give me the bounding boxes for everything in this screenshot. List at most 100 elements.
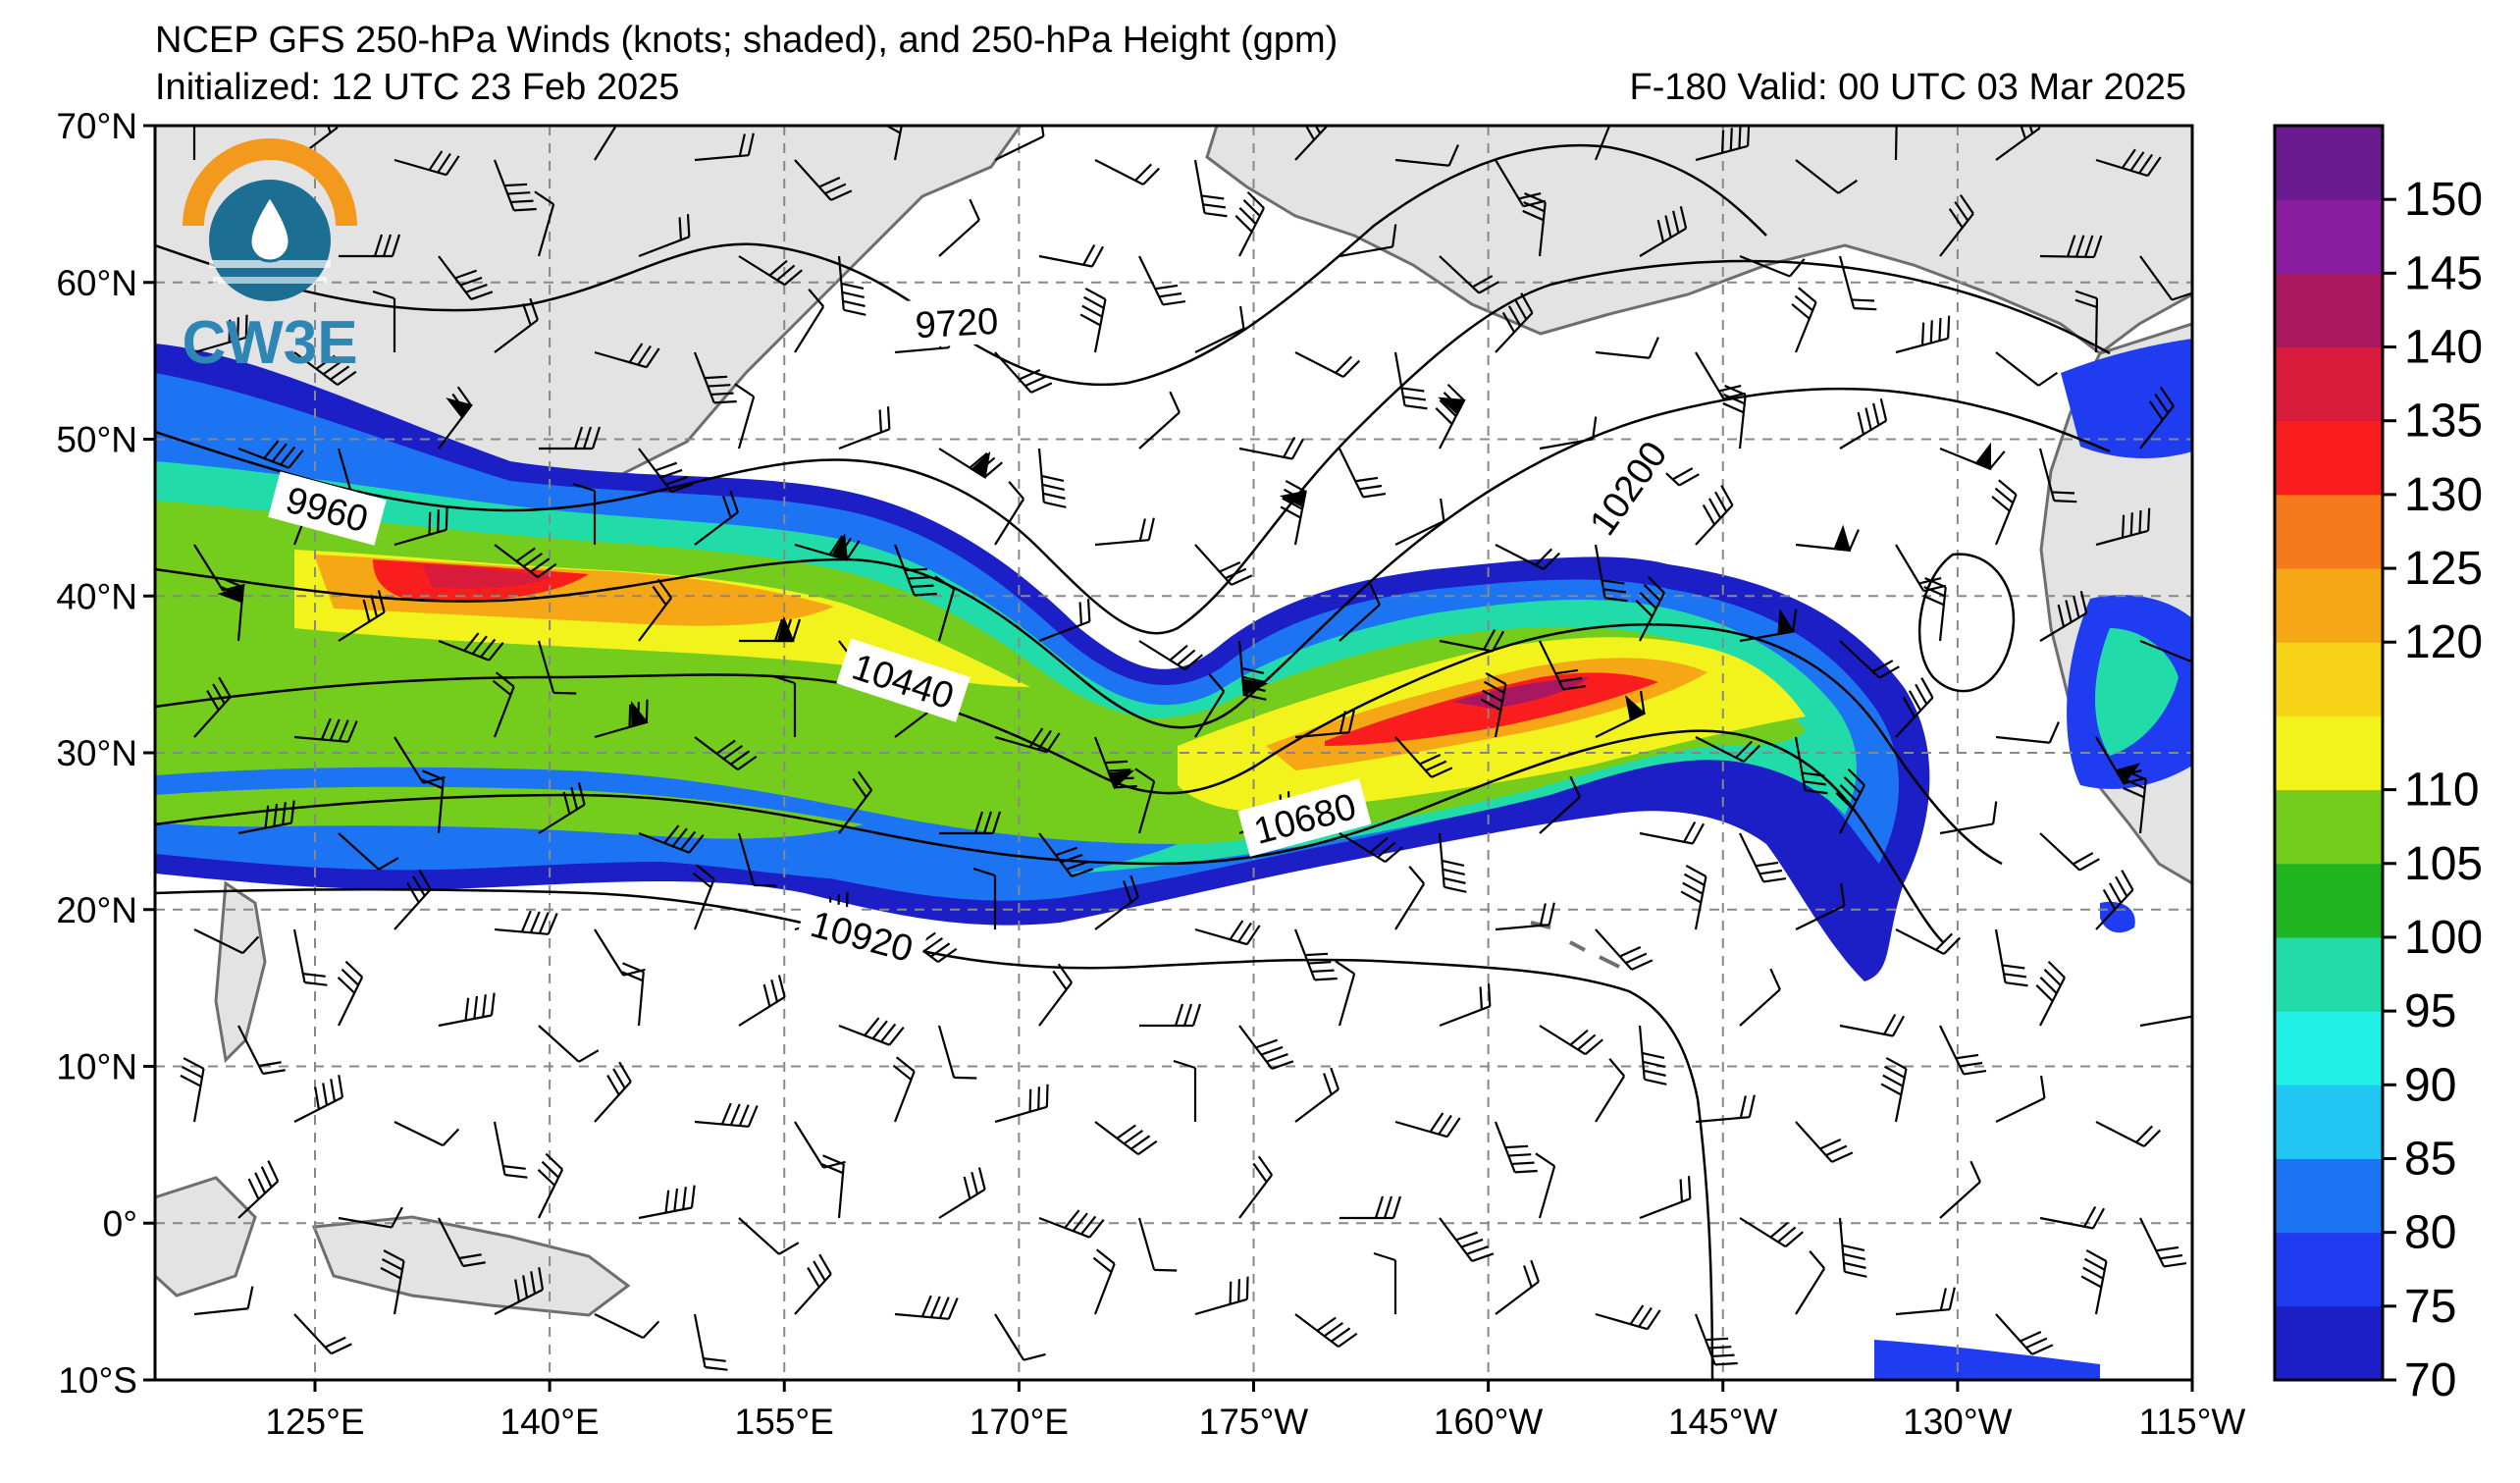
- wind-barb: [693, 1313, 728, 1371]
- contour-10680: [155, 729, 1944, 943]
- colorbar-label: 135: [2404, 396, 2483, 448]
- wind-barb: [939, 811, 1002, 835]
- wind-barb: [1339, 448, 1387, 499]
- colorbar-swatch: [2275, 863, 2383, 938]
- wind-barb: [1394, 736, 1453, 778]
- wind-barb: [1638, 1025, 1667, 1086]
- wind-barb: [1991, 479, 2018, 546]
- colorbar-swatch: [2275, 346, 2383, 422]
- wind-barb: [338, 1206, 403, 1229]
- wind-barb: [2080, 1248, 2108, 1315]
- wind-barb: [338, 832, 399, 871]
- wind-barb: [1880, 1056, 1908, 1123]
- graticule: [155, 126, 2192, 1380]
- lat-label: 30°N: [56, 733, 137, 773]
- wind-barb: [492, 671, 515, 738]
- wind-barb: [994, 1313, 1046, 1361]
- wind-barb: [1094, 517, 1155, 547]
- wind-barb: [2039, 590, 2088, 642]
- wind-barb: [193, 1286, 254, 1316]
- wind-barb: [1939, 801, 1998, 835]
- lat-label: 10°S: [58, 1360, 137, 1401]
- wind-barb: [1194, 673, 1226, 738]
- wind-barb: [1394, 866, 1426, 930]
- wind-barb: [421, 769, 445, 834]
- wind-speed-band: [2061, 339, 2192, 458]
- wind-barb: [638, 578, 672, 642]
- wind-barb: [738, 975, 786, 1027]
- wind-barb: [1595, 928, 1654, 971]
- wind-barb: [2139, 1217, 2187, 1268]
- wind-barb: [937, 1025, 977, 1080]
- wind-barb: [2139, 639, 2192, 662]
- wind-barb: [2095, 507, 2151, 547]
- wind-barb: [1839, 640, 1900, 679]
- colorbar-swatch: [2275, 1305, 2383, 1381]
- wind-barb: [1038, 599, 1091, 643]
- wind-barb: [594, 343, 660, 369]
- wind-barb: [821, 1154, 845, 1219]
- wind-barb: [338, 590, 386, 642]
- colorbar-frame: [2273, 124, 2385, 1382]
- wind-barb: [1895, 1287, 1956, 1316]
- wind-barb: [193, 928, 260, 955]
- wind-barb: [1895, 928, 1962, 955]
- wind-barb: [1595, 337, 1659, 359]
- alaska-landmass: [1205, 126, 2192, 355]
- wind-barb: [2095, 736, 2147, 786]
- cw3e-logo: CW3E: [182, 138, 358, 377]
- wind-barb: [539, 426, 602, 450]
- colorbar-label: 75: [2404, 1281, 2456, 1333]
- wind-barb: [180, 1057, 205, 1123]
- wind-barb: [1079, 287, 1107, 353]
- wind-barb: [1238, 436, 1305, 460]
- wind-barb: [537, 1152, 564, 1219]
- colorbar-label: 110: [2404, 765, 2480, 817]
- colorbar: 70 75 80 85 90 95 100 105 110 120 125 130 135 140 145 1…: [2273, 124, 2483, 1406]
- lat-label: 50°N: [56, 420, 137, 460]
- wind-barb: [2095, 148, 2162, 178]
- contour-10440: [155, 623, 2003, 866]
- wind-barb: [994, 727, 1061, 754]
- wind-barb: [1639, 1176, 1692, 1220]
- wind-barb: [1995, 126, 2041, 161]
- wind-barb: [1439, 255, 1499, 294]
- colorbar-swatch: [2275, 568, 2383, 643]
- wind-barb: [394, 869, 432, 930]
- wind-barb: [1839, 1013, 1906, 1037]
- wind-barb: [1695, 126, 1751, 162]
- wind-barb: [438, 255, 494, 300]
- lat-label: 10°N: [56, 1047, 137, 1087]
- wind-barb: [1591, 126, 1617, 161]
- wind-barb: [237, 1160, 280, 1219]
- wind-barb: [193, 676, 232, 738]
- wind-barb: [2039, 235, 2103, 259]
- borneo-landmass: [155, 1176, 257, 1298]
- wind-barb: [1739, 609, 1798, 643]
- wind-barb: [1791, 287, 1817, 353]
- wind-barb: [638, 214, 691, 258]
- wind-barb: [938, 1167, 986, 1219]
- wind-barb: [1995, 1075, 2046, 1123]
- colorbar-swatch: [2275, 715, 2383, 791]
- lat-label: 40°N: [56, 576, 137, 616]
- colorbar-swatch: [2275, 1232, 2383, 1307]
- wind-barb: [1939, 1160, 1981, 1219]
- wind-barb: [739, 615, 802, 643]
- wind-barb: [1480, 671, 1507, 738]
- wind-barb: [1037, 448, 1067, 508]
- wind-barb: [1394, 144, 1459, 167]
- wind-barb: [438, 386, 473, 450]
- longitude-labels: 125°E 140°E 155°E 170°E 175°W 160°W 145°W 130°W…: [265, 1380, 2245, 1442]
- figure-title: NCEP GFS 250-hPa Winds (knots; shaded), …: [155, 20, 1339, 61]
- wind-barb: [638, 1185, 696, 1220]
- logo-wave-2: [213, 277, 327, 284]
- wind-barb: [1193, 159, 1228, 218]
- wind-barb: [494, 1267, 545, 1315]
- wind-barb: [1194, 305, 1245, 353]
- wind-barb: [734, 383, 756, 450]
- wind-barb: [1138, 640, 1203, 671]
- wind-barb: [994, 1084, 1049, 1124]
